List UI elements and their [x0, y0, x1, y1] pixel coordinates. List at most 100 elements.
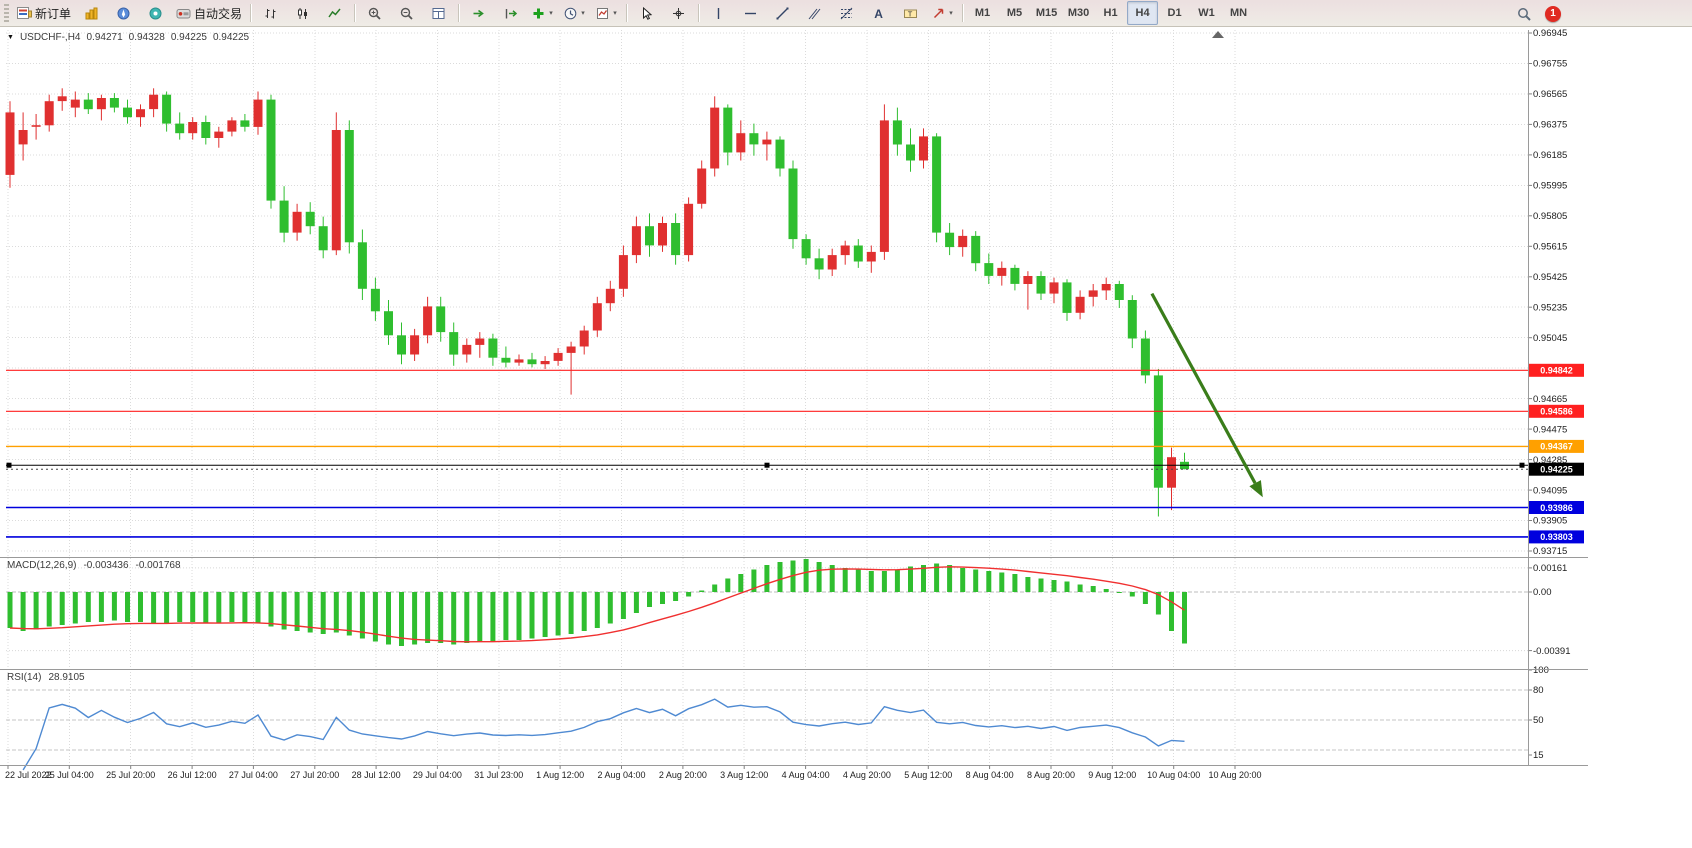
trendline-icon	[776, 7, 789, 20]
chart-shift-marker[interactable]	[1212, 31, 1224, 38]
svg-text:0.93986: 0.93986	[1540, 503, 1573, 513]
tf-m30-button[interactable]: M30	[1063, 1, 1094, 25]
hline-support-1[interactable]: 0.93986	[6, 501, 1584, 514]
data-window-button[interactable]	[140, 1, 171, 25]
equidistant-channel-button[interactable]	[799, 1, 830, 25]
macd-signal-line	[9, 566, 1185, 643]
hline-support-2[interactable]: 0.93803	[6, 530, 1584, 544]
svg-text:0.96375: 0.96375	[1533, 120, 1567, 131]
tf-h1-button[interactable]: H1	[1095, 1, 1126, 25]
dropdown-caret-icon: ▾	[549, 10, 553, 17]
svg-text:25 Jul 20:00: 25 Jul 20:00	[106, 770, 155, 780]
search-button[interactable]	[1508, 2, 1539, 26]
arrows-button[interactable]: ▾	[927, 1, 958, 25]
text-label-button[interactable]: T	[895, 1, 926, 25]
crosshair-button[interactable]	[663, 1, 694, 25]
tf-mn-label: MN	[1229, 7, 1248, 19]
candle-chart-icon	[296, 7, 309, 20]
zoom-out-icon	[400, 7, 413, 20]
svg-text:25 Jul 04:00: 25 Jul 04:00	[45, 770, 94, 780]
svg-text:0.93715: 0.93715	[1533, 546, 1567, 557]
search-icon	[1517, 7, 1531, 21]
toolbar: 新订单 自动交易 ▾ ▾ ▾ A T ▾ M1 M5 M15 M30 H1 H4 D1 W1 MN	[0, 0, 1692, 27]
horizontal-line-button[interactable]	[735, 1, 766, 25]
autotrading-label: 自动交易	[194, 6, 243, 21]
price-grid	[6, 32, 1528, 552]
rsi-grid: 100 80 50 15	[6, 665, 1549, 761]
templates-button[interactable]: ▾	[591, 1, 622, 25]
new-order-button[interactable]: 新订单	[13, 1, 75, 25]
vertical-line-button[interactable]	[703, 1, 734, 25]
svg-text:0.95615: 0.95615	[1533, 242, 1567, 253]
svg-text:50: 50	[1533, 715, 1544, 726]
dropdown-caret-icon: ▾	[581, 10, 585, 17]
vline-icon	[714, 7, 723, 20]
tile-windows-button[interactable]	[423, 1, 454, 25]
tf-d1-label: D1	[1167, 7, 1182, 19]
one-click-trading-icon[interactable]: ▼	[7, 34, 14, 41]
rsi-line	[22, 698, 1185, 771]
fibonacci-button[interactable]	[831, 1, 862, 25]
autotrading-button[interactable]: 自动交易	[172, 1, 246, 25]
svg-text:10 Aug 20:00: 10 Aug 20:00	[1208, 770, 1261, 780]
indicators-button[interactable]: ▾	[527, 1, 558, 25]
tf-w1-button[interactable]: W1	[1191, 1, 1222, 25]
tf-mn-button[interactable]: MN	[1223, 1, 1254, 25]
svg-text:0.96945: 0.96945	[1533, 28, 1567, 39]
tf-h4-button[interactable]: H4	[1127, 1, 1159, 25]
navigator-button[interactable]	[108, 1, 139, 25]
svg-text:8 Aug 20:00: 8 Aug 20:00	[1027, 770, 1075, 780]
cursor-button[interactable]	[631, 1, 662, 25]
rsi-value: 28.9105	[48, 672, 85, 683]
crosshair-icon	[672, 7, 685, 20]
tf-d1-button[interactable]: D1	[1159, 1, 1190, 25]
time-grid	[7, 30, 1236, 765]
hline-pivot-orange[interactable]: 0.94367	[6, 439, 1584, 453]
zoom-in-button[interactable]	[359, 1, 390, 25]
zoom-out-button[interactable]	[391, 1, 422, 25]
svg-text:0.96185: 0.96185	[1533, 150, 1567, 161]
auto-scroll-icon	[472, 7, 486, 20]
svg-text:0.95995: 0.95995	[1533, 181, 1567, 192]
line-chart-button[interactable]	[319, 1, 350, 25]
text-icon: A	[872, 7, 885, 20]
price-axis[interactable]: 0.96945 0.96755 0.96565 0.96375 0.96185 0.959…	[1528, 28, 1568, 557]
open-value: 0.94271	[86, 32, 123, 43]
candlestick-chart-button[interactable]	[287, 1, 318, 25]
tf-m5-button[interactable]: M5	[999, 1, 1030, 25]
tf-m15-button[interactable]: M15	[1031, 1, 1062, 25]
market-watch-button[interactable]	[76, 1, 107, 25]
tile-windows-icon	[432, 7, 445, 20]
svg-text:0.94842: 0.94842	[1540, 366, 1573, 376]
trend-arrow[interactable]	[1150, 292, 1263, 498]
svg-text:15: 15	[1533, 750, 1544, 761]
symbol-period-label: USDCHF-,H4	[19, 32, 81, 43]
notification-badge[interactable]: 1	[1545, 5, 1561, 22]
text-button[interactable]: A	[863, 1, 894, 25]
toolbar-right-group: 1	[1508, 2, 1561, 25]
line-chart-icon	[328, 7, 341, 20]
hline-black-line[interactable]	[6, 462, 1528, 468]
hline-resistance-1[interactable]: 0.94842	[6, 363, 1584, 377]
hline-resistance-2[interactable]: 0.94586	[6, 404, 1584, 418]
trendline-button[interactable]	[767, 1, 798, 25]
auto-scroll-button[interactable]	[463, 1, 494, 25]
periods-button[interactable]: ▾	[559, 1, 590, 25]
toolbar-grip[interactable]	[4, 4, 9, 22]
tf-m5-label: M5	[1006, 7, 1023, 19]
bar-chart-button[interactable]	[255, 1, 286, 25]
chart-shift-button[interactable]	[495, 1, 526, 25]
svg-text:8 Aug 04:00: 8 Aug 04:00	[966, 770, 1014, 780]
svg-text:0.96755: 0.96755	[1533, 59, 1567, 70]
rsi-header: RSI(14) 28.9105	[7, 672, 85, 683]
macd-signal-value: -0.001768	[135, 560, 181, 571]
tf-m1-button[interactable]: M1	[967, 1, 998, 25]
svg-text:22 Jul 2022: 22 Jul 2022	[5, 770, 52, 780]
new-order-label: 新订单	[35, 6, 72, 21]
macd-histogram	[7, 559, 1187, 646]
svg-text:1 Aug 12:00: 1 Aug 12:00	[536, 770, 584, 780]
panel-separators[interactable]	[0, 30, 1588, 766]
